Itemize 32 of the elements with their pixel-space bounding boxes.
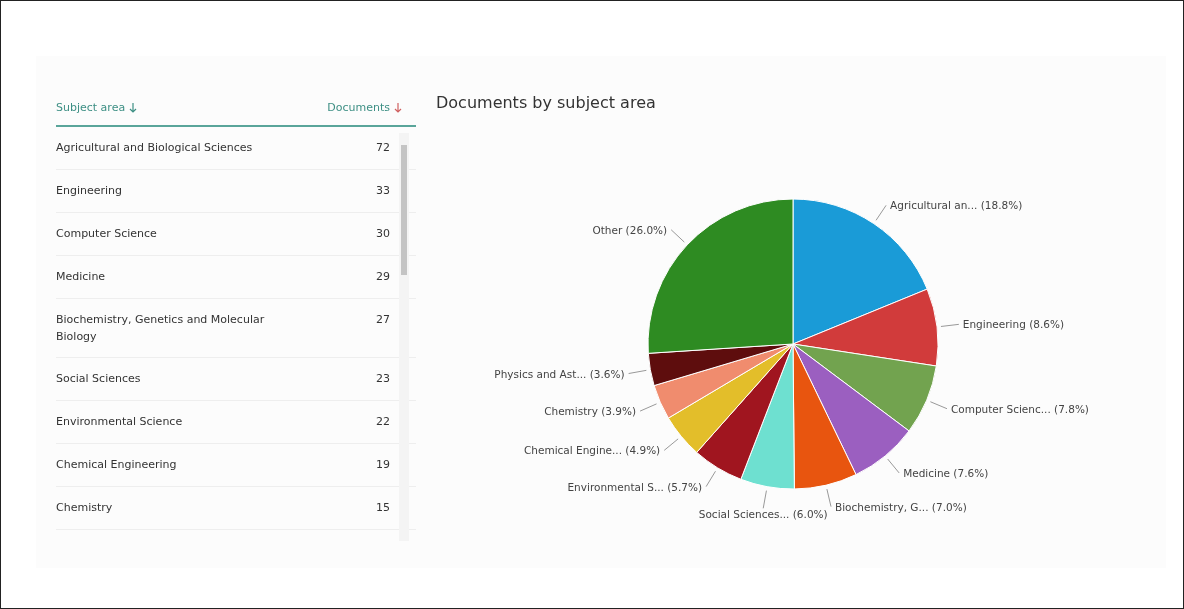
text: Documents [327, 100, 391, 114]
slice-label: Chemical Engine... (4.9%) [523, 444, 661, 457]
data-label: 19 [376, 457, 390, 473]
slice-label: Other (26.0%) [592, 223, 668, 236]
chart-title: Documents by subject area [436, 93, 656, 112]
slice-label: Social Sciences... (6.0%) [698, 508, 828, 521]
data-label: 23 [376, 371, 390, 387]
slice-label: Agricultural an... (18.8%) [890, 199, 1023, 212]
slice-label: Engineering (8.6%) [962, 318, 1065, 331]
category-label: Social Sciences [56, 371, 142, 387]
slice-label: Physics and Ast... (3.6%) [494, 367, 625, 380]
data-label: 27 [376, 312, 390, 328]
text: Subject area [56, 100, 127, 114]
slice-label: Medicine (7.6%) [903, 466, 989, 479]
category-label: Biochemistry, Genetics and Molecular Biology [56, 312, 266, 345]
category-label: Medicine [56, 269, 107, 285]
category-label: Environmental Science [56, 414, 184, 430]
data-label: 33 [376, 183, 390, 199]
data-label: 30 [376, 226, 390, 242]
category-label: Chemistry [56, 500, 114, 516]
category-label: Engineering [56, 183, 123, 199]
slice-label: Computer Scienc... (7.8%) [950, 402, 1089, 415]
data-label: 15 [376, 500, 390, 516]
data-label: 22 [376, 414, 390, 430]
slice-label: Biochemistry, G... (7.0%) [835, 500, 967, 513]
slice-label: Chemistry (3.9%) [544, 405, 637, 418]
slice-label: Environmental S... (5.7%) [567, 480, 703, 493]
category-label: Agricultural and Biological Sciences [56, 140, 254, 156]
data-label: 29 [376, 269, 390, 285]
category-label: Chemical Engineering [56, 457, 178, 473]
category-label: Computer Science [56, 226, 158, 242]
data-label: 72 [376, 140, 390, 156]
